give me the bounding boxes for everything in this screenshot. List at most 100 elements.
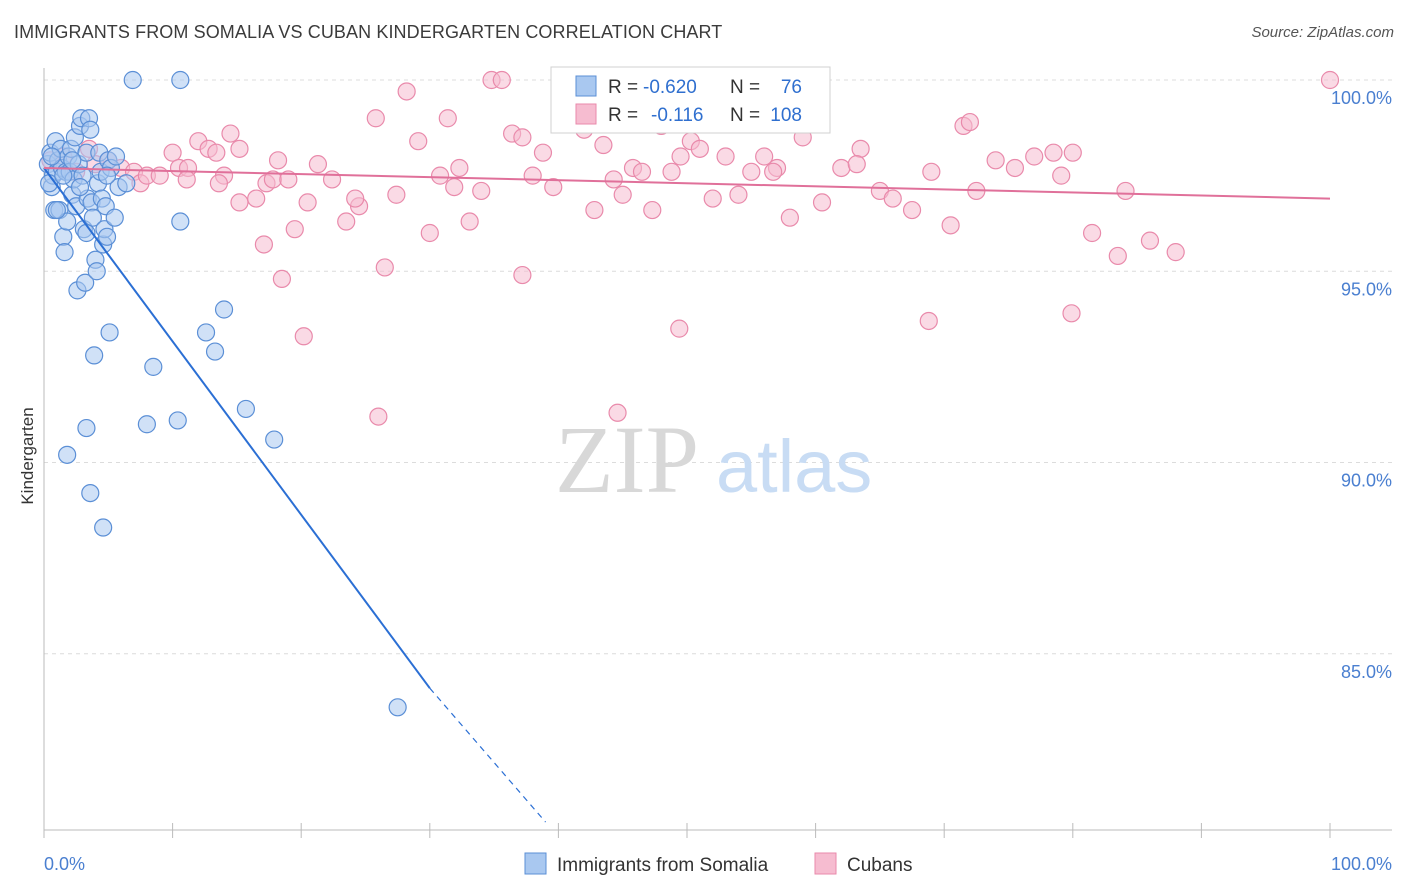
legend-swatch-cubans — [575, 103, 597, 125]
y-tick-label-1: 95.0% — [1341, 279, 1392, 299]
somalia-point-47 — [100, 323, 119, 342]
cubans-point-88 — [1108, 246, 1127, 266]
watermark-atlas: atlas — [716, 425, 872, 508]
bottom-legend-label-cubans: Cubans — [847, 855, 913, 876]
x-ticks — [43, 823, 1331, 838]
cubans-point-19 — [230, 193, 249, 212]
somalia-point-54 — [54, 166, 73, 185]
cubans-point-93 — [209, 174, 228, 193]
bottom-legend-label-somalia: Immigrants from Somalia — [557, 855, 769, 876]
cubans-point-102 — [513, 265, 532, 285]
somalia-point-74 — [171, 70, 190, 90]
cubans-point-29 — [337, 212, 356, 231]
x-tick-label-max: 100.0% — [1331, 854, 1392, 874]
somalia-point-68 — [137, 415, 156, 434]
cubans-point-58 — [643, 200, 662, 220]
legend-r-label-cubans: R = — [608, 105, 638, 126]
cubans-point-73 — [832, 158, 851, 178]
cubans-point-100 — [919, 311, 938, 331]
cubans-point-74 — [851, 139, 870, 158]
trend-line-cubans — [43, 166, 1331, 200]
watermark: ZIP atlas — [555, 406, 872, 513]
somalia-point-76 — [205, 342, 225, 361]
cubans-point-18 — [221, 124, 240, 143]
legend-r-value-cubans: -0.116 — [651, 105, 703, 126]
series-somalia-points — [38, 70, 407, 717]
cubans-point-66 — [729, 185, 748, 204]
cubans-point-106 — [764, 162, 783, 181]
cubans-point-76 — [883, 189, 902, 208]
somalia-point-50 — [106, 147, 126, 166]
somalia-point-11 — [54, 227, 73, 246]
somalia-point-67 — [168, 411, 187, 430]
y-tick-label-0: 100.0% — [1331, 88, 1392, 108]
cubans-point-95 — [272, 269, 292, 288]
somalia-point-63 — [196, 323, 216, 342]
bottom-legend: Immigrants from Somalia Cubans — [524, 852, 913, 876]
cubans-point-35 — [409, 132, 428, 151]
cubans-point-41 — [472, 181, 491, 201]
cubans-point-79 — [941, 216, 960, 235]
cubans-point-33 — [387, 185, 406, 204]
bottom-legend-swatch-cubans — [814, 852, 837, 875]
cubans-point-68 — [755, 147, 774, 166]
legend-n-label-somalia: N = — [730, 77, 760, 98]
cubans-point-110 — [1116, 181, 1135, 201]
cubans-point-48 — [544, 178, 563, 197]
trend-lines — [43, 166, 1331, 823]
cubans-point-45 — [513, 128, 532, 147]
cubans-point-32 — [375, 258, 394, 277]
cubans-point-70 — [780, 208, 799, 227]
trend-line-somalia-extension — [429, 687, 546, 823]
cubans-point-107 — [847, 155, 866, 174]
cubans-point-82 — [986, 151, 1005, 170]
somalia-point-70 — [58, 445, 77, 464]
somalia-point-62 — [171, 212, 190, 231]
cubans-point-16 — [207, 143, 226, 162]
somalia-point-32 — [81, 120, 100, 139]
y-tick-labels: 100.0% 95.0% 90.0% 85.0% — [1331, 88, 1392, 682]
somalia-point-28 — [76, 273, 95, 292]
y-axis-title: Kindergarten — [18, 407, 37, 504]
source-label: Source: ZipAtlas.com — [1251, 24, 1394, 41]
x-tick-label-min: 0.0% — [44, 854, 85, 874]
somalia-point-58 — [70, 178, 90, 197]
cubans-point-108 — [960, 112, 980, 132]
cubans-point-78 — [922, 162, 941, 181]
somalia-point-69 — [77, 418, 96, 438]
cubans-point-28 — [322, 170, 342, 189]
cubans-point-34 — [397, 82, 416, 101]
somalia-point-61 — [144, 357, 163, 376]
cubans-point-36 — [420, 223, 439, 243]
somalia-point-55 — [63, 151, 82, 170]
cubans-point-65 — [716, 147, 735, 166]
cubans-point-54 — [604, 170, 623, 189]
cubans-point-37 — [430, 166, 450, 185]
somalia-point-37 — [87, 262, 106, 281]
somalia-point-65 — [236, 399, 256, 419]
y-tick-label-3: 85.0% — [1341, 662, 1392, 682]
cubans-point-77 — [902, 200, 922, 220]
cubans-point-61 — [671, 147, 690, 166]
somalia-point-45 — [97, 227, 117, 246]
somalia-point-34 — [83, 208, 102, 227]
cubans-point-24 — [279, 170, 298, 189]
cubans-point-104 — [346, 189, 365, 208]
cubans-point-87 — [1082, 223, 1102, 243]
cubans-point-27 — [308, 155, 328, 174]
cubans-point-84 — [1025, 147, 1044, 166]
cubans-point-26 — [298, 193, 317, 212]
cubans-point-11 — [163, 143, 182, 162]
cubans-point-85 — [1044, 143, 1063, 162]
chart-title: IMMIGRANTS FROM SOMALIA VS CUBAN KINDERG… — [14, 22, 723, 42]
cubans-point-52 — [585, 200, 604, 220]
cubans-point-25 — [285, 220, 304, 239]
cubans-point-67 — [742, 162, 761, 181]
cubans-point-40 — [460, 212, 479, 231]
somalia-point-35 — [85, 346, 104, 365]
somalia-point-66 — [265, 430, 284, 449]
cubans-point-105 — [445, 178, 464, 197]
cubans-point-63 — [690, 139, 709, 158]
somalia-point-72 — [94, 518, 113, 537]
cubans-point-98 — [608, 403, 627, 422]
